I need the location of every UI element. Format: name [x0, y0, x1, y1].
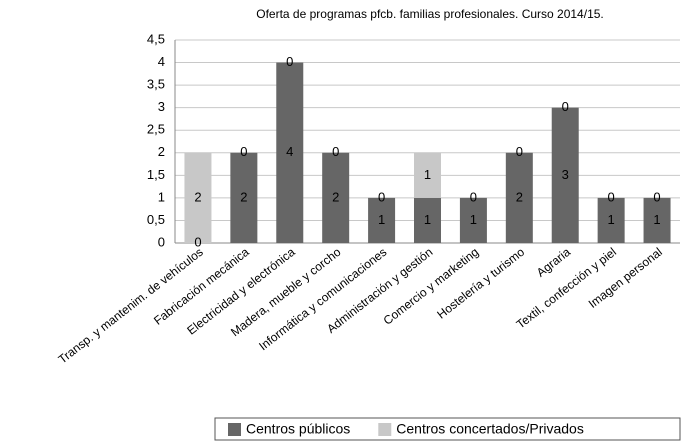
- chart-title: Oferta de programas pfcb. familias profe…: [256, 7, 604, 21]
- y-tick-label: 0,5: [147, 212, 165, 227]
- bar-segment: [368, 197, 396, 243]
- data-label: 1: [378, 212, 385, 227]
- y-tick-label: 3: [158, 99, 165, 114]
- data-label: 2: [332, 189, 339, 204]
- data-label: 0: [378, 189, 385, 204]
- legend-label: Centros públicos: [246, 421, 350, 437]
- data-label: 1: [653, 212, 660, 227]
- y-tick-label: 1: [158, 189, 165, 204]
- bar-segment: [184, 152, 212, 243]
- bar-segment: [322, 152, 350, 243]
- data-label: 3: [562, 167, 569, 182]
- data-label: 0: [562, 99, 569, 114]
- y-tick-label: 2: [158, 144, 165, 159]
- y-tick-label: 2,5: [147, 122, 165, 137]
- bar-segment: [414, 197, 441, 243]
- legend-label: Centros concertados/Privados: [396, 421, 584, 437]
- bar-segment: [505, 152, 533, 243]
- data-label: 4: [286, 144, 293, 159]
- bar-segment: [459, 197, 487, 243]
- y-tick-label: 0: [158, 234, 165, 249]
- bar-segment: [276, 62, 304, 243]
- legend-swatch: [228, 423, 241, 436]
- data-label: 0: [608, 189, 615, 204]
- data-label: 1: [470, 212, 477, 227]
- data-label: 2: [240, 189, 247, 204]
- data-label: 2: [194, 189, 201, 204]
- data-label: 0: [286, 54, 293, 69]
- x-tick-label: Hostelería y turismo: [434, 245, 527, 322]
- data-label: 1: [424, 212, 431, 227]
- x-tick-label: Agraria: [534, 245, 573, 280]
- data-label: 0: [470, 189, 477, 204]
- data-label: 0: [194, 234, 201, 249]
- legend-swatch: [378, 423, 392, 436]
- legend-box: [214, 417, 681, 441]
- y-tick-label: 4,5: [147, 31, 165, 46]
- bar-segment: [643, 197, 671, 243]
- bar-segment: [230, 152, 258, 243]
- data-label: 0: [516, 144, 523, 159]
- y-tick-label: 4: [158, 54, 165, 69]
- y-tick-label: 1,5: [147, 167, 165, 182]
- data-label: 0: [240, 144, 247, 159]
- bar-segment: [414, 152, 441, 198]
- data-label: 2: [516, 189, 523, 204]
- data-label: 0: [653, 189, 660, 204]
- data-label: 0: [332, 144, 339, 159]
- data-label: 1: [424, 167, 431, 182]
- bar-segment: [551, 107, 579, 244]
- y-tick-label: 3,5: [147, 77, 165, 92]
- bar-segment: [597, 197, 625, 243]
- data-label: 1: [608, 212, 615, 227]
